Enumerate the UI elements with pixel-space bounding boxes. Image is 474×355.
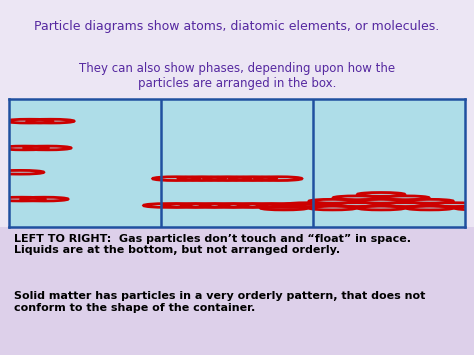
Text: LEFT TO RIGHT:  Gas particles don’t touch and “float” in space.
Liquids are at t: LEFT TO RIGHT: Gas particles don’t touch…	[14, 234, 411, 255]
Text: Solid matter has particles in a very orderly pattern, that does not
conform to t: Solid matter has particles in a very ord…	[14, 291, 426, 313]
Text: They can also show phases, depending upon how the
particles are arranged in the : They can also show phases, depending upo…	[79, 62, 395, 89]
Text: Particle diagrams show atoms, diatomic elements, or molecules.: Particle diagrams show atoms, diatomic e…	[35, 20, 439, 33]
